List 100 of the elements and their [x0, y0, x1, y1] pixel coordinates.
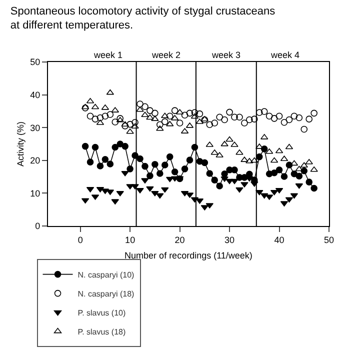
point — [270, 169, 278, 176]
y-axis-title: Activity (%) — [16, 121, 26, 166]
y-tick-label: 40 — [30, 90, 40, 100]
point — [300, 126, 308, 133]
point — [241, 174, 248, 181]
x-tick-label: 50 — [324, 234, 334, 245]
point — [251, 116, 258, 122]
point — [91, 104, 100, 110]
legend-label: P. slavus (10) — [78, 308, 126, 318]
point — [201, 159, 208, 166]
point — [161, 112, 169, 118]
point — [306, 116, 313, 122]
point — [186, 156, 194, 164]
point — [116, 140, 124, 148]
text: week 4 — [270, 50, 300, 60]
point — [142, 103, 148, 110]
point — [211, 120, 218, 126]
point — [106, 111, 114, 118]
point — [280, 118, 288, 126]
point — [126, 166, 134, 172]
point — [275, 148, 284, 154]
point — [190, 113, 199, 119]
point — [181, 112, 188, 119]
point — [221, 116, 228, 124]
point — [86, 112, 94, 120]
point — [136, 100, 144, 108]
point — [241, 120, 248, 126]
point — [156, 121, 164, 128]
point — [231, 114, 238, 120]
point — [146, 186, 154, 192]
point — [290, 170, 298, 178]
point — [102, 156, 109, 163]
point — [122, 142, 128, 150]
point — [270, 157, 278, 163]
point — [285, 144, 294, 150]
point — [276, 166, 283, 174]
point — [86, 158, 94, 166]
point — [81, 104, 90, 110]
point — [136, 106, 144, 112]
point — [306, 178, 313, 186]
point — [296, 172, 303, 180]
point — [126, 120, 134, 128]
text: week 1 — [93, 50, 123, 60]
point — [136, 155, 144, 162]
point — [141, 112, 149, 118]
point — [280, 173, 288, 180]
x-tick-label: 20 — [174, 234, 185, 245]
x-tick-label: 10 — [125, 234, 136, 245]
point — [246, 116, 253, 124]
point — [231, 166, 238, 174]
point — [122, 122, 128, 130]
point — [96, 114, 104, 122]
x-axis-title: Number of recordings (11/week) — [124, 250, 252, 261]
point — [246, 158, 254, 164]
point — [116, 190, 124, 196]
point — [296, 114, 303, 122]
point — [250, 157, 258, 163]
point — [211, 176, 218, 184]
chart-title: Spontaneous locomotory activity of stygal crustaceans at different temperatures. — [10, 5, 276, 32]
x-tick-label: 30 — [224, 234, 235, 245]
point — [171, 168, 178, 176]
point — [180, 190, 189, 196]
point — [82, 142, 89, 150]
point — [265, 148, 274, 154]
point — [256, 153, 263, 160]
point — [260, 146, 268, 152]
point — [151, 190, 159, 196]
point — [290, 112, 298, 120]
point — [106, 89, 114, 95]
point — [290, 193, 298, 199]
point — [152, 160, 158, 168]
point — [300, 162, 308, 168]
point — [266, 112, 273, 120]
point — [230, 178, 238, 184]
point — [191, 109, 198, 116]
point — [210, 149, 218, 155]
point — [146, 172, 154, 180]
point — [236, 187, 244, 193]
point — [156, 193, 164, 199]
point — [310, 110, 318, 117]
point — [226, 136, 234, 142]
point — [206, 170, 214, 177]
point — [146, 107, 154, 114]
point — [176, 120, 184, 126]
point — [166, 153, 174, 160]
point — [102, 112, 109, 120]
point — [300, 168, 308, 174]
point — [260, 108, 268, 115]
point — [112, 118, 119, 126]
legend-label: N. casparyi (18) — [78, 289, 135, 298]
point — [270, 190, 278, 196]
point — [92, 144, 99, 151]
point — [236, 114, 243, 120]
point — [132, 118, 138, 126]
point — [131, 123, 139, 129]
point — [92, 116, 99, 122]
point — [286, 162, 293, 168]
point — [256, 109, 263, 116]
point — [121, 170, 129, 176]
text: week 2 — [151, 50, 181, 60]
